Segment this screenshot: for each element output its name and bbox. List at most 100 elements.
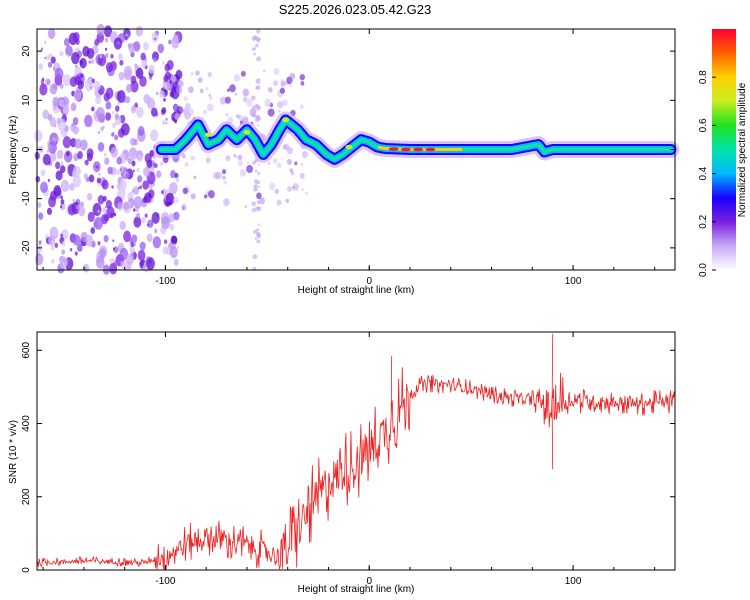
noise-blob	[40, 181, 48, 193]
noise-blob	[132, 186, 139, 196]
noise-blob	[109, 258, 112, 262]
noise-blob	[181, 203, 187, 211]
noise-blob	[74, 138, 82, 149]
noise-blob	[69, 247, 73, 252]
noise-blob	[117, 202, 123, 211]
noise-blob	[99, 248, 107, 258]
ridge-hotspot	[400, 147, 411, 152]
ridge-highlight	[243, 130, 251, 135]
noise-blob	[190, 72, 194, 76]
noise-blob	[153, 57, 157, 63]
y-tick-label: 400	[21, 415, 32, 432]
noise-blob	[208, 190, 215, 199]
noise-blob	[35, 175, 41, 183]
noise-blob	[132, 208, 136, 212]
noise-blob	[95, 107, 105, 120]
noise-blob	[144, 153, 152, 164]
noise-blob	[264, 98, 272, 107]
noise-blob	[284, 143, 290, 151]
noise-blob	[54, 124, 57, 128]
noise-blob	[277, 101, 284, 109]
noise-blob	[140, 52, 146, 61]
noise-blob	[171, 36, 180, 49]
noise-blob	[182, 154, 186, 159]
noise-blob	[263, 69, 266, 73]
noise-blob	[90, 58, 95, 64]
noise-blob	[84, 159, 89, 166]
noise-blob	[251, 207, 257, 213]
noise-blob	[190, 193, 196, 200]
noise-blob	[44, 86, 48, 91]
noise-blob	[169, 223, 175, 231]
noise-blob	[101, 179, 109, 190]
spectrogram-ridge	[152, 111, 680, 168]
noise-blob	[87, 193, 93, 201]
noise-blob	[126, 253, 135, 265]
noise-blob	[116, 156, 123, 165]
noise-blob	[71, 170, 78, 179]
noise-blob	[152, 162, 157, 168]
noise-blob	[142, 180, 149, 190]
noise-blob	[110, 53, 114, 59]
noise-blob	[89, 85, 92, 90]
noise-blob	[289, 72, 296, 80]
noise-blob	[71, 52, 80, 65]
noise-blob	[143, 166, 151, 178]
noise-blob	[151, 31, 159, 43]
noise-blob	[165, 121, 168, 125]
noise-blob	[62, 74, 71, 87]
colorbar-label: Normalized spectral amplitude	[737, 82, 748, 217]
noise-blob	[87, 211, 95, 222]
noise-blob	[150, 222, 153, 227]
noise-blob	[299, 172, 305, 179]
noise-blob	[34, 129, 43, 142]
noise-blob	[116, 169, 121, 176]
noise-blob	[103, 152, 107, 157]
noise-blob	[280, 80, 286, 87]
noise-blob	[139, 76, 147, 87]
noise-blob	[137, 249, 146, 261]
noise-blob	[154, 228, 158, 234]
noise-blob	[160, 161, 164, 166]
noise-blob	[55, 161, 61, 170]
noise-blob	[203, 194, 208, 199]
noise-blob	[114, 134, 119, 141]
noise-blob	[102, 195, 107, 202]
noise-blob	[62, 136, 72, 149]
ridge-hotspot	[413, 147, 424, 152]
noise-blob	[137, 175, 143, 183]
noise-blob	[131, 160, 136, 167]
noise-blob	[300, 162, 304, 167]
noise-blob	[225, 155, 231, 162]
noise-blob	[139, 241, 146, 251]
noise-blob	[254, 43, 259, 48]
noise-blob	[75, 205, 79, 210]
noise-blob	[234, 92, 238, 96]
noise-blob	[60, 202, 66, 211]
noise-blob	[72, 117, 79, 126]
noise-blob	[94, 164, 97, 168]
noise-blob	[136, 167, 140, 173]
noise-blob	[96, 23, 105, 36]
noise-blob	[164, 239, 168, 244]
y-tick-label: -10	[21, 191, 32, 206]
noise-blob	[177, 245, 180, 250]
noise-blob	[257, 163, 261, 166]
noise-blob	[274, 188, 279, 194]
noise-blob	[105, 101, 112, 110]
noise-blob	[46, 78, 51, 85]
noise-blob	[91, 78, 95, 84]
noise-blob	[267, 87, 273, 93]
noise-blob	[147, 223, 150, 227]
noise-blob	[183, 96, 188, 102]
noise-blob	[105, 62, 113, 73]
noise-blob	[127, 157, 132, 165]
noise-blob	[63, 37, 70, 47]
noise-blob	[280, 78, 283, 82]
noise-blob	[229, 84, 236, 93]
noise-blob	[117, 53, 123, 61]
noise-blob	[282, 99, 288, 107]
noise-blob	[123, 230, 132, 243]
noise-blob	[136, 106, 144, 118]
noise-blob	[130, 105, 137, 114]
